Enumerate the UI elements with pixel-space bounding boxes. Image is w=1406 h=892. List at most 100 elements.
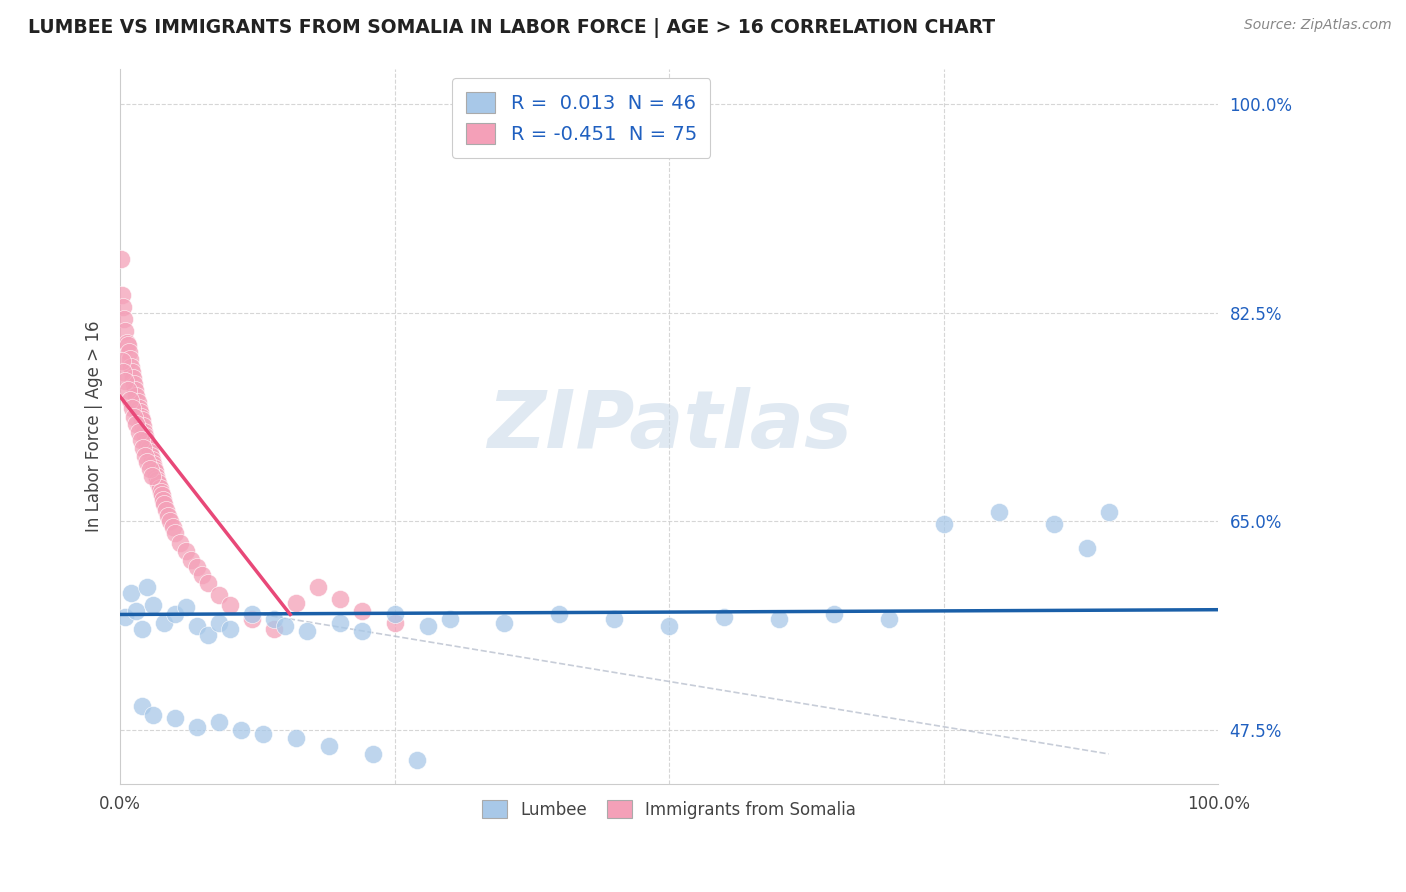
Point [134,425,156,439]
Point [122,371,145,385]
Point [1097,505,1119,519]
Point [142,598,165,612]
Point [112,300,135,314]
Point [141,452,163,467]
Point [149,484,172,499]
Point [329,591,352,606]
Point [439,612,461,626]
Point [148,481,170,495]
Point [124,384,146,398]
Point [129,434,152,448]
Point [384,607,406,622]
Point [252,726,274,740]
Point [141,469,163,483]
Point [142,707,165,722]
Point [163,711,186,725]
Point [307,580,329,594]
Point [121,366,143,380]
Point [174,600,197,615]
Point [117,384,139,398]
Point [284,731,307,746]
Point [148,476,170,491]
Point [197,628,219,642]
Point [603,612,626,626]
Point [134,449,156,463]
Point [114,610,136,624]
Point [163,607,186,622]
Point [350,624,373,639]
Point [131,622,153,636]
Point [295,624,318,639]
Point [131,699,153,714]
Point [163,526,186,541]
Point [134,428,156,442]
Point [152,493,174,508]
Point [329,615,352,630]
Point [118,345,141,359]
Point [157,508,180,523]
Point [110,252,132,267]
Point [120,359,142,374]
Point [143,460,166,475]
Point [121,401,143,416]
Point [132,419,155,434]
Point [405,753,427,767]
Point [150,488,173,502]
Point [128,405,150,419]
Point [384,615,406,630]
Point [115,335,138,350]
Point [125,417,148,431]
Point [494,615,516,630]
Legend: Lumbee, Immigrants from Somalia: Lumbee, Immigrants from Somalia [475,794,863,825]
Point [128,401,150,416]
Text: ZIPatlas: ZIPatlas [486,387,852,465]
Point [174,544,197,558]
Point [120,586,142,600]
Point [153,615,176,630]
Point [186,719,208,733]
Point [125,389,148,403]
Point [263,622,285,636]
Point [138,462,160,476]
Point [114,374,136,388]
Point [274,619,297,633]
Point [138,445,160,459]
Point [240,607,263,622]
Point [155,502,177,516]
Point [263,612,285,626]
Point [127,395,149,409]
Point [129,409,152,424]
Point [218,598,240,612]
Point [142,457,165,471]
Point [153,497,176,511]
Point [159,515,181,529]
Point [932,516,955,531]
Point [136,455,159,469]
Point [186,619,208,633]
Point [416,619,439,633]
Point [548,607,571,622]
Point [118,392,141,407]
Point [131,413,153,427]
Point [112,366,135,380]
Point [768,612,790,626]
Point [1042,516,1064,531]
Point [208,615,231,630]
Point [218,622,240,636]
Point [191,568,214,582]
Point [823,607,845,622]
Point [139,449,162,463]
Point [284,596,307,610]
Point [240,612,263,626]
Point [987,505,1010,519]
Point [229,723,252,737]
Point [122,409,145,424]
Point [180,552,202,566]
Point [146,473,169,487]
Point [145,469,167,483]
Point [877,612,900,626]
Point [132,441,155,455]
Text: Source: ZipAtlas.com: Source: ZipAtlas.com [1244,18,1392,32]
Point [136,437,159,451]
Point [114,324,136,338]
